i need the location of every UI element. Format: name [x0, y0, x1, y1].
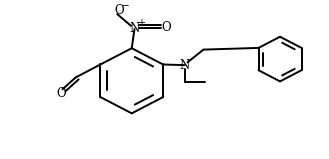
Text: −: −	[120, 1, 129, 11]
Text: +: +	[137, 18, 145, 28]
Text: O: O	[56, 87, 66, 100]
Text: O: O	[162, 21, 171, 34]
Text: O: O	[114, 4, 124, 17]
Text: N: N	[129, 22, 139, 35]
Text: N: N	[180, 59, 190, 72]
